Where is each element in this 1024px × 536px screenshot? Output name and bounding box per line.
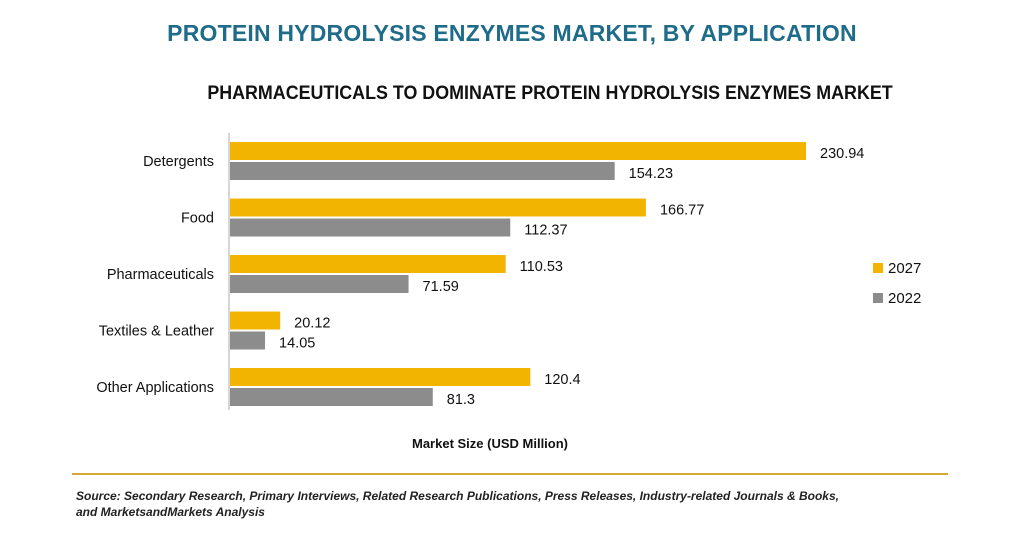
source-note: Source: Secondary Research, Primary Inte… bbox=[76, 488, 976, 520]
data-label-2027: 166.77 bbox=[660, 203, 704, 219]
category-label: Detergents bbox=[143, 154, 214, 170]
data-label-2022: 154.23 bbox=[629, 166, 673, 182]
data-label-2022: 71.59 bbox=[423, 279, 459, 295]
bar-2027 bbox=[230, 142, 806, 160]
data-label-2027: 20.12 bbox=[294, 316, 330, 332]
bar-chart: Detergents 230.94 154.23 Food 166.77 112.37 Ph… bbox=[96, 133, 921, 451]
data-label-2022: 81.3 bbox=[447, 392, 475, 408]
category-label: Other Applications bbox=[96, 380, 214, 396]
category-label: Textiles & Leather bbox=[99, 324, 214, 340]
category-label: Pharmaceuticals bbox=[107, 267, 214, 283]
data-label-2027: 110.53 bbox=[520, 259, 563, 275]
x-axis-label: Market Size (USD Million) bbox=[412, 436, 568, 451]
bar-2022 bbox=[230, 218, 511, 237]
data-label-2022: 112.37 bbox=[524, 223, 567, 239]
data-label-2027: 120.4 bbox=[544, 372, 580, 388]
data-label-2022: 14.05 bbox=[279, 336, 315, 352]
divider bbox=[72, 473, 948, 475]
source-line-1: Source: Secondary Research, Primary Inte… bbox=[76, 489, 839, 503]
category-label: Food bbox=[181, 211, 214, 227]
legend-label-2022: 2022 bbox=[888, 290, 921, 307]
bar-2027 bbox=[230, 198, 646, 217]
bar-2027 bbox=[230, 368, 531, 386]
bar-2022 bbox=[230, 275, 409, 293]
legend-swatch-2027 bbox=[873, 263, 883, 273]
bar-2022 bbox=[230, 162, 615, 180]
bar-2022 bbox=[230, 388, 433, 406]
source-line-2: and MarketsandMarkets Analysis bbox=[76, 505, 265, 519]
chart-title: PHARMACEUTICALS TO DOMINATE PROTEIN HYDR… bbox=[207, 83, 893, 104]
legend-swatch-2022 bbox=[873, 293, 883, 303]
page-title: PROTEIN HYDROLYSIS ENZYMES MARKET, BY AP… bbox=[167, 20, 857, 46]
bar-2022 bbox=[230, 331, 266, 350]
legend-label-2027: 2027 bbox=[888, 260, 921, 277]
bar-2027 bbox=[230, 255, 506, 273]
bar-2027 bbox=[230, 311, 281, 330]
data-label-2027: 230.94 bbox=[820, 146, 864, 162]
